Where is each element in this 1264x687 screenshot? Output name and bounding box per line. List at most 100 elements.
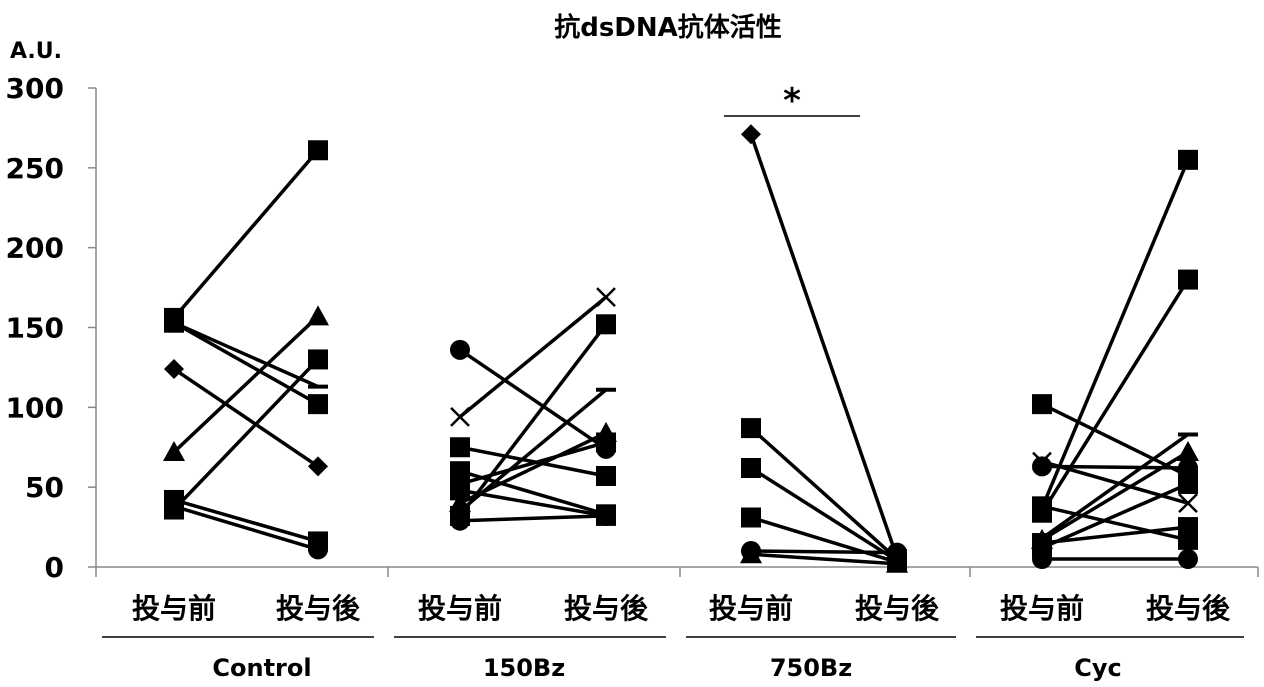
series-line (741, 418, 907, 570)
series-segment (1041, 482, 1189, 550)
group-750bz (740, 124, 908, 573)
series-segment (749, 133, 899, 558)
square-marker (596, 314, 616, 335)
x-marker (1178, 493, 1198, 514)
square-marker (741, 458, 761, 479)
group-label: 150Bz (483, 654, 565, 682)
square-marker (1178, 473, 1198, 494)
triangle-marker (1177, 441, 1199, 462)
square-marker (1178, 517, 1198, 538)
series-segment (172, 315, 320, 454)
series-segment (1040, 278, 1190, 514)
series-line (164, 359, 328, 477)
square-marker (164, 312, 184, 333)
group-150bz (449, 287, 617, 531)
series-segment (1041, 504, 1189, 542)
square-marker (596, 465, 616, 486)
series-line (450, 432, 616, 494)
y-tick-label: 250 (6, 152, 64, 185)
series-segment (173, 367, 319, 468)
y-tick-label: 150 (6, 312, 64, 345)
square-marker (308, 140, 328, 161)
circle-marker (1032, 456, 1052, 477)
series-segment (749, 426, 899, 561)
circle-marker (450, 510, 470, 531)
square-marker (308, 394, 328, 415)
series-line (1032, 549, 1198, 570)
series-segment (173, 504, 319, 552)
y-tick-label: 300 (6, 72, 64, 105)
x-marker (596, 287, 616, 308)
y-tick-label: 0 (45, 551, 64, 584)
series-segment (459, 488, 607, 518)
annotations: * (724, 81, 860, 121)
circle-marker (1178, 549, 1198, 570)
x-marker-stroke (450, 407, 470, 427)
series-line (164, 489, 328, 552)
x-category-label: 投与前 (1000, 592, 1084, 625)
series-segment (458, 295, 608, 419)
series-segment (459, 348, 607, 451)
y-axis-ticks: 0 50 100 150 200 250 300 (6, 72, 96, 584)
y-axis-unit-label: A.U. (10, 39, 62, 64)
series-segment (1041, 525, 1189, 545)
circle-marker (596, 505, 616, 526)
series-segment (459, 431, 607, 505)
triangle-marker (886, 552, 908, 573)
x-category-label: 投与前 (418, 592, 502, 625)
chart-title: 抗dsDNA抗体活性 (554, 12, 782, 43)
circle-marker (1178, 458, 1198, 479)
series-line (450, 505, 616, 531)
series-segment (1041, 402, 1189, 478)
series-segment (172, 149, 320, 320)
significance-asterisk: * (783, 81, 801, 121)
group-label: Control (212, 654, 311, 682)
series-line (164, 312, 328, 415)
circle-marker (887, 542, 907, 563)
square-marker (1178, 269, 1198, 290)
circle-marker (450, 339, 470, 360)
x-marker-stroke (596, 287, 616, 308)
circle-marker (741, 541, 761, 562)
series-segment (750, 552, 898, 566)
square-marker (308, 349, 328, 370)
triangle-marker (307, 305, 329, 326)
series-line (164, 140, 328, 328)
square-marker (1032, 496, 1052, 517)
group-cyc (1031, 149, 1199, 570)
square-marker (741, 507, 761, 528)
triangle-marker (163, 441, 185, 462)
series-line (1031, 441, 1199, 549)
x-category-label: 投与前 (709, 592, 793, 625)
x-axis-labels: 投与前 投与後 Control 投与前 投与後 150Bz 投与前 投与後 750Bz 投与前 投与… (102, 592, 1244, 682)
x-category-label: 投与後 (1146, 592, 1231, 625)
group-control (163, 140, 329, 560)
square-marker (741, 418, 761, 439)
square-marker (450, 473, 470, 494)
series-segment (458, 323, 608, 517)
circle-marker (164, 496, 184, 517)
y-tick-label: 200 (6, 232, 64, 265)
series-line (741, 541, 907, 563)
series-line (1032, 456, 1198, 479)
series-segment (750, 466, 898, 563)
series-segment (173, 321, 319, 389)
x-category-label: 投与前 (132, 592, 216, 625)
square-marker (450, 437, 470, 458)
series-segment (459, 514, 607, 523)
square-marker (1032, 537, 1052, 558)
square-marker (596, 432, 616, 453)
series-segment (173, 498, 319, 544)
group-label: Cyc (1074, 654, 1121, 682)
series-layer (163, 124, 1199, 573)
series-line (741, 124, 907, 568)
series-line (450, 287, 616, 427)
x-category-label: 投与後 (564, 592, 649, 625)
diamond-marker (308, 456, 328, 477)
triangle-marker (449, 492, 471, 513)
series-line (163, 305, 329, 462)
series-segment (172, 358, 320, 511)
diamond-marker (741, 124, 761, 145)
square-marker (1178, 149, 1198, 170)
